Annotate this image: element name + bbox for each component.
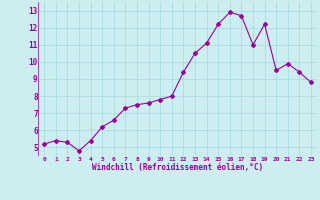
X-axis label: Windchill (Refroidissement éolien,°C): Windchill (Refroidissement éolien,°C) (92, 163, 263, 172)
